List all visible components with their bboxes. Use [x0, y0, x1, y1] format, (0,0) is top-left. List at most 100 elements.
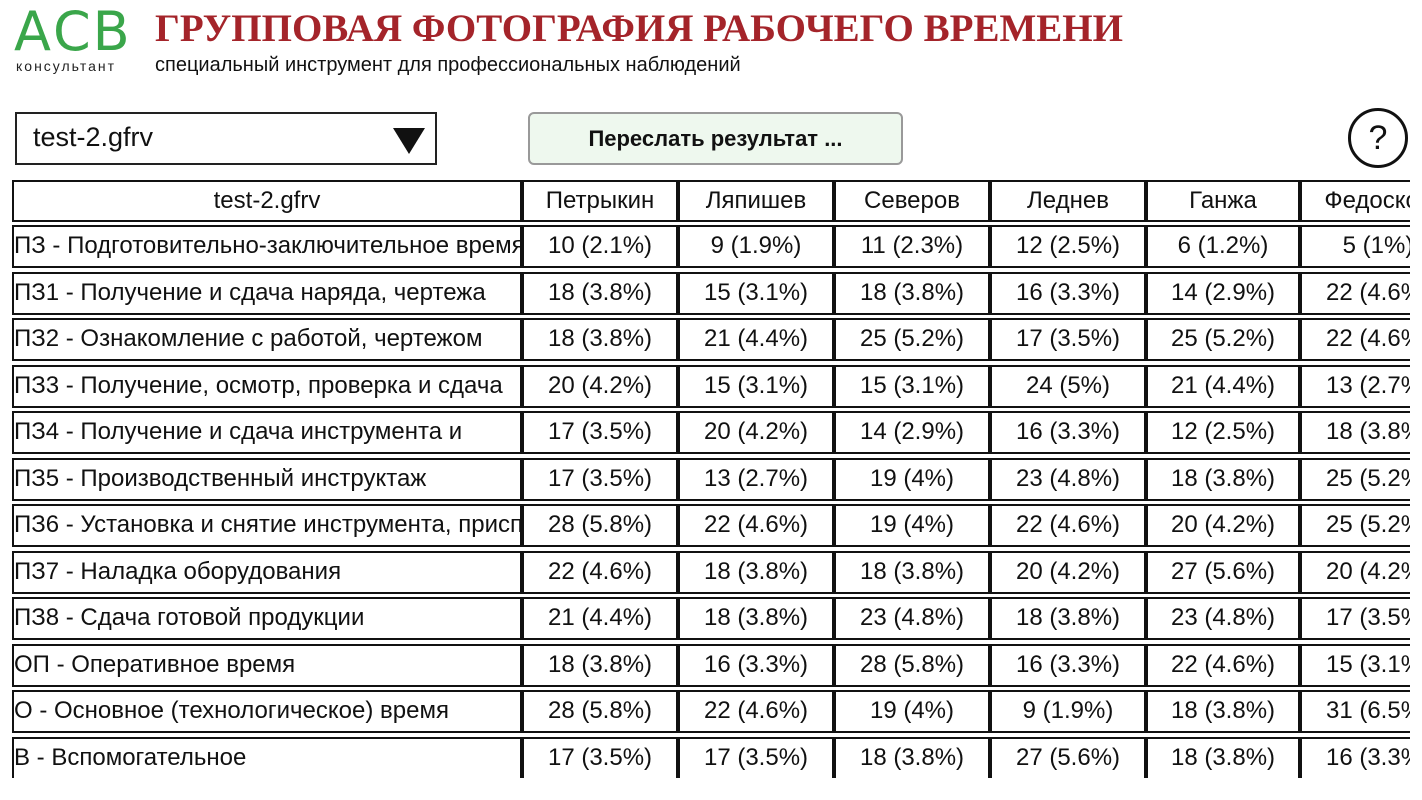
table-cell: 17 (3.5%): [522, 411, 678, 454]
table-cell: 12 (2.5%): [990, 225, 1146, 268]
table-cell: 5 (1%): [1300, 225, 1410, 268]
table: test-2.gfrv Петрыкин Ляпишев Северов Леднев Г…: [12, 180, 1410, 778]
table-cell: 20 (4.2%): [1146, 504, 1300, 547]
table-cell: 22 (4.6%): [678, 690, 834, 733]
table-cell: 24 (5%): [990, 364, 1146, 408]
table-cell: 18 (3.8%): [834, 550, 990, 594]
table-cell: 11 (2.3%): [834, 225, 990, 268]
table-cell: 19 (4%): [834, 457, 990, 501]
table-cell: 20 (4.2%): [678, 411, 834, 454]
file-select[interactable]: test-2.gfrv: [15, 112, 437, 165]
table-cell: 25 (5.2%): [834, 318, 990, 361]
dropdown-arrow: [393, 128, 425, 154]
column-header: Леднев: [990, 180, 1146, 222]
table-cell: 20 (4.2%): [522, 364, 678, 408]
table-cell: 20 (4.2%): [990, 550, 1146, 594]
table-cell: 9 (1.9%): [990, 690, 1146, 733]
table-cell: 12 (2.5%): [1146, 411, 1300, 454]
table-cell: 27 (5.6%): [990, 736, 1146, 778]
table-cell: 20 (4.2%): [1300, 550, 1410, 594]
table-cell: 18 (3.8%): [522, 318, 678, 361]
table-cell: 23 (4.8%): [1146, 597, 1300, 640]
row-label: ПЗ5 - Производственный инструктаж: [12, 457, 522, 501]
table-cell: 28 (5.8%): [522, 690, 678, 733]
column-header: test-2.gfrv: [12, 180, 522, 222]
table-cell: 19 (4%): [834, 504, 990, 547]
logo-text: консультант: [16, 58, 117, 74]
table-cell: 13 (2.7%): [678, 457, 834, 501]
help-button[interactable]: ?: [1348, 108, 1408, 168]
table-cell: 25 (5.2%): [1300, 504, 1410, 547]
table-cell: 23 (4.8%): [834, 597, 990, 640]
table-cell: 16 (3.3%): [678, 643, 834, 687]
table-cell: 28 (5.8%): [834, 643, 990, 687]
table-cell: 18 (3.8%): [1300, 411, 1410, 454]
table-cell: 21 (4.4%): [522, 597, 678, 640]
table-cell: 18 (3.8%): [1146, 457, 1300, 501]
table-cell: 15 (3.1%): [678, 271, 834, 315]
table-cell: 22 (4.6%): [678, 504, 834, 547]
table-cell: 22 (4.6%): [1300, 318, 1410, 361]
table-cell: 16 (3.3%): [990, 643, 1146, 687]
table-cell: 23 (4.8%): [990, 457, 1146, 501]
row-label: ПЗ4 - Получение и сдача инструмента и: [12, 411, 522, 454]
table-cell: 22 (4.6%): [522, 550, 678, 594]
column-header: Ганжа: [1146, 180, 1300, 222]
row-label: ПЗ1 - Получение и сдача наряда, чертежа: [12, 271, 522, 315]
table-cell: 31 (6.5%): [1300, 690, 1410, 733]
row-label: ПЗ6 - Установка и снятие инструмента, пр…: [12, 504, 522, 547]
row-label: ПЗ7 - Наладка оборудования: [12, 550, 522, 594]
table-cell: 16 (3.3%): [990, 411, 1146, 454]
row-label: ОП - Оперативное время: [12, 643, 522, 687]
subtitle: специальный инструмент для профессиональ…: [155, 54, 741, 76]
table-cell: 13 (2.7%): [1300, 364, 1410, 408]
table-cell: 14 (2.9%): [1146, 271, 1300, 315]
table-cell: 17 (3.5%): [522, 457, 678, 501]
table-cell: 9 (1.9%): [678, 225, 834, 268]
row-label: ПЗ2 - Ознакомление с работой, чертежом: [12, 318, 522, 361]
table-cell: 18 (3.8%): [522, 643, 678, 687]
table-cell: 18 (3.8%): [990, 597, 1146, 640]
table-cell: 18 (3.8%): [834, 271, 990, 315]
column-header: Ляпишев: [678, 180, 834, 222]
table-cell: 15 (3.1%): [1300, 643, 1410, 687]
table-cell: 17 (3.5%): [990, 318, 1146, 361]
send-button[interactable]: Переслать результат ...: [528, 112, 903, 165]
table-cell: 18 (3.8%): [1146, 736, 1300, 778]
table-cell: 19 (4%): [834, 690, 990, 733]
table-cell: 21 (4.4%): [1146, 364, 1300, 408]
table-cell: 22 (4.6%): [1300, 271, 1410, 315]
table-cell: 16 (3.3%): [990, 271, 1146, 315]
table-cell: 18 (3.8%): [678, 597, 834, 640]
table-cell: 17 (3.5%): [678, 736, 834, 778]
table-cell: 10 (2.1%): [522, 225, 678, 268]
row-label: В - Вспомогательное: [12, 736, 522, 778]
table-cell: 18 (3.8%): [522, 271, 678, 315]
column-header: Северов: [834, 180, 990, 222]
table-cell: 18 (3.8%): [678, 550, 834, 594]
title: ГРУППОВАЯ ФОТОГРАФИЯ РАБОЧЕГО ВРЕМЕНИ: [155, 7, 1123, 50]
column-header: Петрыкин: [522, 180, 678, 222]
table-cell: 15 (3.1%): [678, 364, 834, 408]
table-cell: 28 (5.8%): [522, 504, 678, 547]
table-cell: 14 (2.9%): [834, 411, 990, 454]
table-cell: 21 (4.4%): [678, 318, 834, 361]
table-cell: 18 (3.8%): [1146, 690, 1300, 733]
file-select-text: test-2.gfrv: [33, 122, 154, 152]
logo-mark: АСВ: [14, 0, 132, 63]
table-cell: 25 (5.2%): [1300, 457, 1410, 501]
table-cell: 25 (5.2%): [1146, 318, 1300, 361]
column-header: Федосков: [1300, 180, 1410, 222]
table-cell: 22 (4.6%): [1146, 643, 1300, 687]
row-label: О - Основное (технологическое) время: [12, 690, 522, 733]
table-cell: 18 (3.8%): [834, 736, 990, 778]
row-label: ПЗ - Подготовительно-заключительное врем…: [12, 225, 522, 268]
table-cell: 27 (5.6%): [1146, 550, 1300, 594]
table-cell: 22 (4.6%): [990, 504, 1146, 547]
row-label: ПЗ3 - Получение, осмотр, проверка и сдач…: [12, 364, 522, 408]
table-cell: 6 (1.2%): [1146, 225, 1300, 268]
table-cell: 17 (3.5%): [522, 736, 678, 778]
table-cell: 16 (3.3%): [1300, 736, 1410, 778]
row-label: ПЗ8 - Сдача готовой продукции: [12, 597, 522, 640]
